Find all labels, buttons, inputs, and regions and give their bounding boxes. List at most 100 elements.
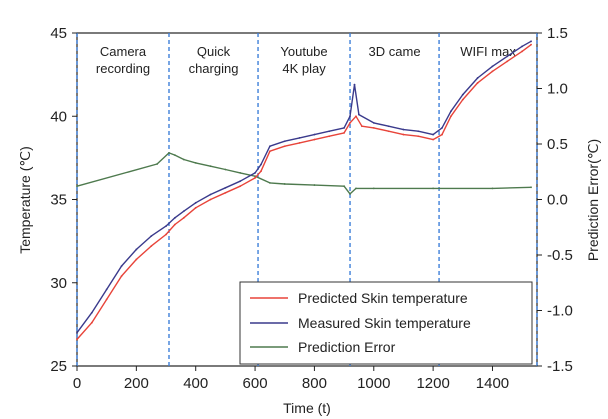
series-0-point [361,125,363,128]
legend: Predicted Skin temperature Measured Skin… [239,281,533,365]
series-2-point [432,187,435,190]
series-0-point [260,170,262,173]
series-2-point [355,187,357,190]
series-1-point [387,125,390,128]
series-2-point [343,185,345,188]
series-1-point [432,133,435,136]
series-1-point [402,128,405,131]
series-1-point [441,127,443,129]
series-2-point [313,184,316,186]
series-1-point [450,110,452,113]
legend-box [239,281,533,365]
series-0-point [506,60,509,63]
series-2-point [182,158,185,161]
series-1-point [530,40,532,43]
series-2-point [224,168,227,171]
y2-axis-ticks: -1.5 -1.0 -0.5 0.0 0.5 1.0 1.5 [537,25,573,375]
series-1-point [76,331,78,334]
y2-tick-label: 1.5 [547,25,568,42]
series-1-point [224,186,227,189]
series-0-point [313,138,316,141]
series-0-point [349,122,351,124]
series-1-point [343,127,345,129]
y2-tick-label: 1.0 [547,81,568,98]
series-2-point [76,185,78,188]
series-0-point [150,245,153,248]
series-0-point [174,223,176,226]
series-0-point [182,216,185,219]
series-0-point [491,70,494,73]
series-0-point [328,135,331,138]
y2-tick-label: -1.5 [547,358,573,375]
phase-label-3: 3D came [369,44,421,59]
series-0-point [120,275,123,277]
series-0-point [254,176,256,179]
series-0-point [530,43,532,46]
x-tick-label: 1400 [476,375,509,392]
series-0-point [476,82,479,84]
phase-label-4: WIFI max [460,44,516,59]
series-0-point [105,298,108,301]
x-tick-label: 600 [243,375,268,392]
legend-label-error: Prediction Error [298,339,396,355]
series-1-point [349,115,351,118]
series-0-point [165,233,167,236]
series-2-point [239,171,242,174]
series-2-point [530,186,532,189]
series-2-point [194,161,197,164]
phase-label-2: Youtube 4K play [280,44,327,76]
series-0-point [417,135,420,138]
series-1-point [209,193,212,196]
x-tick-label: 1200 [416,375,449,392]
series-0-point [402,133,405,136]
series-0-point [209,198,212,201]
series-0-point [224,191,227,194]
series-1-point [254,171,256,174]
series-1-point [105,288,108,291]
series-1-point [476,77,479,79]
series-2-point [491,187,494,190]
y-tick-label: 40 [50,108,67,125]
series-2-point [168,151,170,154]
series-1-point [521,45,524,48]
series-0-point [283,145,286,148]
series-1-point [135,248,138,251]
series-1-point [461,93,464,96]
series-0-point [194,206,197,209]
y2-tick-label: 0.0 [547,192,568,209]
series-0-point [441,133,443,136]
y-tick-label: 45 [50,25,67,42]
phase-label-1: Quick charging [189,44,239,76]
series-0-point [432,138,435,141]
series-1-point [298,136,301,139]
series-1-point [174,216,176,219]
series-1-point [269,145,271,148]
series-0-point [239,185,242,188]
x-tick-label: 200 [124,375,149,392]
series-0-point [372,127,375,129]
series-1-point [260,163,262,166]
x-axis-title: Time (t) [283,400,331,416]
y2-tick-label: 0.5 [547,136,568,153]
series-0-point [355,115,357,118]
series-0-point [387,130,390,133]
series-2-point [349,193,351,195]
y2-axis-title: Prediction Error(℃) [585,139,601,261]
series-1-point [358,113,360,116]
series-0-point [135,258,138,261]
x-tick-label: 0 [73,375,81,392]
phase-label-0: Camera recording [96,44,150,76]
series-1-point [328,130,331,133]
series-0-point [450,115,452,118]
series-0-point [298,141,301,144]
series-1-point [353,83,356,86]
legend-label-predicted: Predicted Skin temperature [298,290,468,306]
series-0-point [90,321,93,324]
y2-tick-label: -1.0 [547,303,573,320]
x-tick-label: 800 [302,375,327,392]
series-1-point [165,225,167,228]
y2-tick-label: -0.5 [547,247,573,264]
phase-labels: Camera recording Quick charging Youtube 4K pl… [96,44,516,76]
series-2-point [209,165,212,168]
series-2-point [156,163,159,165]
